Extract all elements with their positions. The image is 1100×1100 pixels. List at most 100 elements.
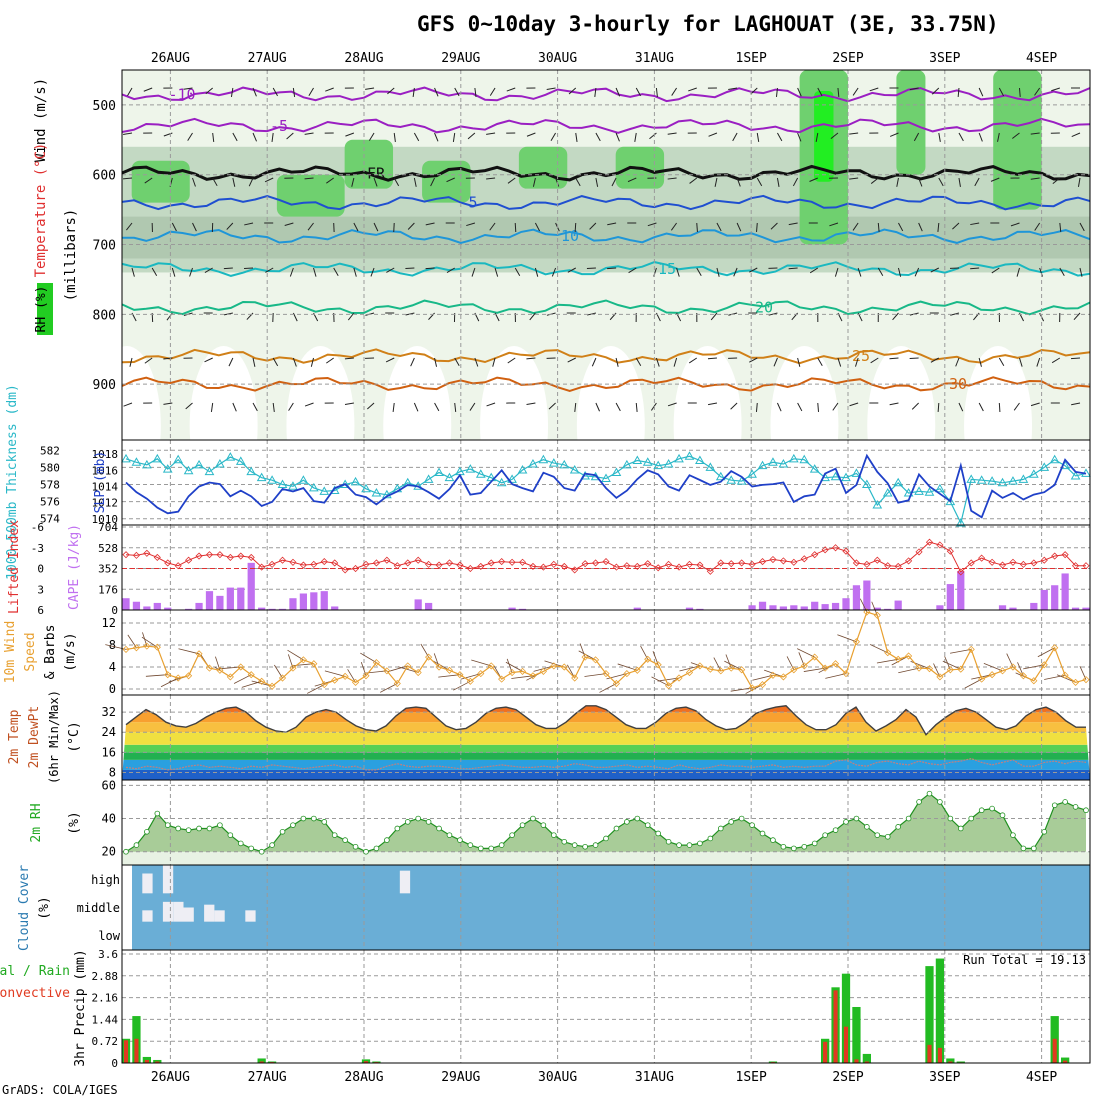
date-label-bottom: 28AUG xyxy=(344,1070,383,1085)
wind-barb xyxy=(776,402,782,412)
wind-barb xyxy=(707,402,718,406)
wind-speed-marker xyxy=(132,644,141,652)
wind-speed-marker xyxy=(665,682,673,690)
wind-barb xyxy=(877,267,884,277)
date-label-bottom: 3SEP xyxy=(929,1070,960,1085)
wind-barb xyxy=(344,402,354,405)
rh-marker xyxy=(686,842,693,848)
wind-barb xyxy=(466,222,476,227)
wind-barb xyxy=(486,177,496,180)
wind-barb xyxy=(434,87,439,97)
li-marker xyxy=(216,551,224,559)
contour-label: -10 xyxy=(168,85,195,103)
rh-marker xyxy=(832,827,839,833)
wind-barb xyxy=(365,87,375,90)
precip-convective-bar xyxy=(843,1026,849,1063)
wind-barb xyxy=(857,267,862,277)
thickness-tick-label: 580 xyxy=(40,461,60,474)
wind-barb-10m xyxy=(324,670,346,677)
wind-barb xyxy=(670,222,678,231)
rh-marker xyxy=(436,825,442,832)
wind-barb xyxy=(889,402,899,406)
wind-barb xyxy=(189,267,193,277)
wind-barb xyxy=(1016,267,1020,277)
precip-convective-bar xyxy=(833,990,838,1063)
wind-barb xyxy=(970,222,980,226)
wind-barb xyxy=(591,357,597,367)
precip-convective-bar xyxy=(144,1059,149,1063)
li-marker xyxy=(237,552,245,560)
li-marker xyxy=(894,562,902,570)
wind-barb xyxy=(529,312,536,321)
wind-barb-10m xyxy=(287,649,304,661)
wind-barb xyxy=(532,177,536,187)
date-label-top: 31AUG xyxy=(635,51,674,66)
wind-speed-marker xyxy=(998,667,1007,675)
li-marker xyxy=(852,559,861,567)
wind-speed-marker xyxy=(320,681,328,689)
wind-speed-marker xyxy=(362,672,370,680)
wind-barb-10m xyxy=(1056,674,1076,683)
rh-marker xyxy=(624,819,630,825)
wind-speed-marker xyxy=(529,672,537,680)
li-marker xyxy=(758,558,767,566)
wind-tick-label: 8 xyxy=(109,638,116,652)
wind-barb-10m xyxy=(511,675,534,679)
wind-barb xyxy=(425,222,435,226)
wind-barb xyxy=(454,357,460,367)
cape-bar xyxy=(184,608,193,610)
wind-speed-marker xyxy=(299,656,307,664)
wind-barb xyxy=(310,357,315,367)
wind-barb xyxy=(998,402,1001,413)
wind-barb xyxy=(958,402,964,412)
rh-marker xyxy=(770,837,776,843)
slp-tick-label: 1018 xyxy=(92,448,119,461)
li-marker xyxy=(998,561,1007,569)
wind-speed-marker xyxy=(226,673,234,681)
wind-speed-marker xyxy=(404,662,412,670)
wind-barb xyxy=(412,87,415,97)
rh-marker xyxy=(717,825,724,832)
rh-marker xyxy=(843,819,849,825)
rh-dry-dome xyxy=(964,346,1033,507)
date-label-bottom: 2SEP xyxy=(832,1070,863,1085)
wind-barb xyxy=(1070,357,1081,360)
wind-barb xyxy=(978,357,982,367)
wind-barb xyxy=(534,222,541,232)
wind-barb xyxy=(151,267,158,277)
rh-marker xyxy=(279,828,286,835)
wind-barb-10m xyxy=(160,677,179,688)
cape-bar xyxy=(1040,589,1048,610)
li-marker xyxy=(362,560,370,568)
cape-bar xyxy=(414,599,422,610)
wind-barb xyxy=(655,357,660,367)
wind-barb-10m xyxy=(105,644,127,650)
wind-barb xyxy=(815,132,819,142)
li-axis-title: Lifted Index xyxy=(7,520,22,614)
wind-barb xyxy=(345,132,355,137)
wind-barb xyxy=(832,402,839,411)
li-marker xyxy=(466,564,474,573)
rh-marker xyxy=(248,845,255,852)
thickness-marker xyxy=(684,451,695,460)
wind-barb xyxy=(1059,267,1065,277)
wind-barb xyxy=(589,222,597,230)
cape-bar xyxy=(936,605,944,610)
wind-barb xyxy=(486,132,496,135)
temperature-contour xyxy=(121,86,1091,103)
rh-marker xyxy=(352,843,359,850)
cape-bar xyxy=(884,608,892,610)
li-marker xyxy=(727,560,735,568)
wind-barb xyxy=(292,87,296,97)
thickness-marker xyxy=(361,483,371,493)
thickness-marker xyxy=(1070,470,1081,480)
wind-barb xyxy=(667,132,677,135)
cape-bar xyxy=(1082,607,1090,610)
li-marker xyxy=(122,551,130,559)
wind-barb xyxy=(226,222,234,230)
thickness-marker xyxy=(434,467,444,477)
thickness-marker xyxy=(903,488,914,497)
thickness-marker xyxy=(204,466,215,476)
li-marker xyxy=(477,562,485,570)
wind-barb xyxy=(353,267,357,277)
